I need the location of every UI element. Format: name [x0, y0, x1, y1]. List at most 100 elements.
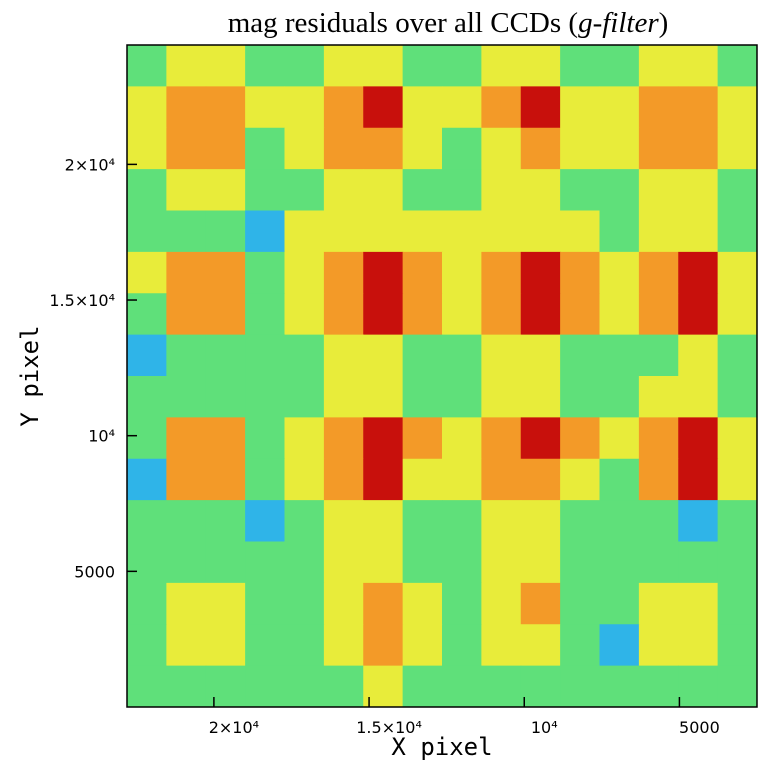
heatmap-cell — [245, 86, 285, 129]
heatmap-cell — [442, 86, 482, 129]
heatmap-cell — [520, 210, 561, 253]
heatmap — [127, 45, 758, 708]
heatmap-cell — [323, 334, 364, 377]
heatmap-cell — [284, 582, 325, 625]
heatmap-cell — [166, 458, 207, 501]
heatmap-cell — [363, 169, 404, 211]
heatmap-cell — [717, 417, 758, 460]
heatmap-cell — [638, 665, 679, 708]
heatmap-cell — [560, 251, 600, 294]
heatmap-cell — [717, 582, 758, 625]
heatmap-cell — [599, 293, 640, 336]
heatmap-cell — [678, 251, 719, 294]
heatmap-cell — [481, 293, 522, 336]
heatmap-cell — [127, 86, 167, 129]
heatmap-cell — [402, 376, 443, 418]
heatmap-cell — [560, 293, 600, 336]
heatmap-cell — [442, 624, 482, 667]
y-tick-label: 1.5×10⁴ — [49, 291, 115, 310]
heatmap-cell — [717, 500, 758, 542]
heatmap-cell — [678, 86, 719, 129]
heatmap-cell — [638, 251, 679, 294]
x-axis-label: X pixel — [391, 733, 492, 761]
heatmap-cell — [520, 582, 561, 625]
heatmap-cell — [638, 169, 679, 211]
heatmap-cell — [166, 251, 207, 294]
heatmap-cell — [481, 417, 522, 460]
heatmap-cell — [284, 417, 325, 460]
heatmap-cell — [560, 500, 600, 542]
heatmap-cell — [245, 582, 285, 625]
heatmap-cell — [127, 624, 167, 667]
heatmap-cell — [402, 210, 443, 253]
heatmap-cell — [245, 210, 285, 253]
title-part: ) — [659, 7, 669, 39]
heatmap-cell — [284, 251, 325, 294]
heatmap-cell — [717, 86, 758, 129]
heatmap-cell — [323, 86, 364, 129]
heatmap-cell — [442, 251, 482, 294]
heatmap-cell — [284, 45, 325, 87]
heatmap-cell — [481, 541, 522, 584]
heatmap-cell — [481, 251, 522, 294]
heatmap-cell — [127, 127, 167, 170]
heatmap-cell — [402, 665, 443, 708]
heatmap-cell — [560, 624, 600, 667]
heatmap-cell — [599, 169, 640, 211]
heatmap-cell — [717, 376, 758, 418]
heatmap-cell — [520, 127, 561, 170]
heatmap-cell — [284, 665, 325, 708]
heatmap-cell — [678, 500, 719, 542]
y-axis-label: Y pixel — [16, 325, 44, 426]
heatmap-cell — [599, 45, 640, 87]
heatmap-cell — [678, 127, 719, 170]
heatmap-cell — [638, 458, 679, 501]
heatmap-cell — [205, 417, 246, 460]
heatmap-cell — [363, 665, 404, 708]
heatmap-cell — [678, 417, 719, 460]
plot-frame — [126, 44, 758, 708]
heatmap-cell — [323, 624, 364, 667]
heatmap-cell — [520, 665, 561, 708]
heatmap-cell — [166, 293, 207, 336]
y-tick-label: 5000 — [74, 562, 115, 581]
heatmap-cell — [205, 500, 246, 542]
heatmap-cell — [245, 541, 285, 584]
heatmap-cell — [127, 169, 167, 211]
heatmap-cell — [284, 541, 325, 584]
heatmap-cell — [717, 624, 758, 667]
heatmap-cell — [638, 376, 679, 418]
heatmap-cell — [284, 500, 325, 542]
heatmap-cell — [402, 169, 443, 211]
heatmap-cell — [717, 458, 758, 501]
heatmap-cell — [127, 665, 167, 708]
heatmap-cell — [323, 127, 364, 170]
heatmap-cell — [205, 334, 246, 377]
heatmap-cell — [638, 293, 679, 336]
heatmap-cell — [599, 376, 640, 418]
heatmap-cell — [205, 665, 246, 708]
heatmap-cell — [127, 376, 167, 418]
heatmap-cell — [717, 251, 758, 294]
heatmap-cell — [599, 334, 640, 377]
heatmap-cell — [402, 334, 443, 377]
heatmap-cell — [678, 169, 719, 211]
heatmap-cell — [638, 500, 679, 542]
heatmap-cell — [245, 376, 285, 418]
heatmap-cell — [442, 665, 482, 708]
heatmap-cell — [560, 541, 600, 584]
heatmap-cell — [245, 624, 285, 667]
heatmap-cell — [520, 624, 561, 667]
heatmap-cell — [402, 582, 443, 625]
heatmap-cell — [717, 541, 758, 584]
heatmap-cell — [599, 582, 640, 625]
heatmap-cell — [638, 127, 679, 170]
heatmap-cell — [205, 541, 246, 584]
y-tick-label: 2×10⁴ — [65, 155, 115, 174]
heatmap-cell — [205, 169, 246, 211]
heatmap-cell — [402, 541, 443, 584]
heatmap-cell — [127, 500, 167, 542]
heatmap-cell — [127, 334, 167, 377]
title-part: g-filter — [578, 7, 659, 39]
